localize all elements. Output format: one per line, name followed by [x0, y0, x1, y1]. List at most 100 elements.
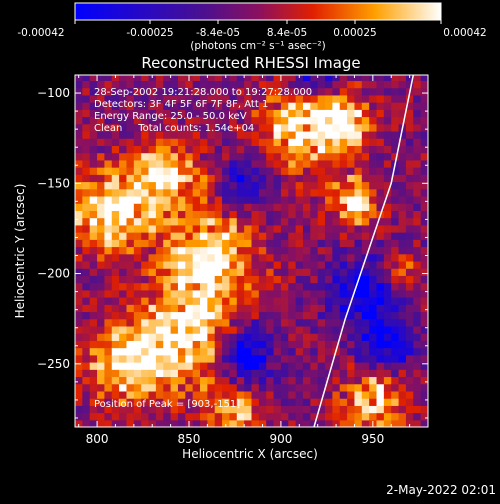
heatmap-cell — [347, 260, 356, 269]
heatmap-cell — [111, 109, 120, 118]
heatmap-cell — [200, 333, 208, 341]
heatmap-cell — [347, 412, 356, 421]
heatmap-cell — [89, 109, 98, 118]
heatmap-cell — [398, 268, 407, 276]
heatmap-cell — [214, 383, 223, 392]
heatmap-cell — [207, 347, 216, 356]
heatmap-cell — [376, 145, 385, 154]
heatmap-cell — [97, 268, 106, 276]
heatmap-cell — [376, 347, 385, 356]
heatmap-cell — [163, 390, 172, 399]
heatmap-cell — [251, 347, 260, 356]
heatmap-cell — [185, 145, 194, 154]
heatmap-cell — [214, 390, 223, 399]
heatmap-cell — [89, 123, 98, 132]
heatmap-cell — [244, 75, 253, 82]
heatmap-cell — [288, 369, 297, 378]
heatmap-cell — [89, 188, 98, 197]
heatmap-cell — [75, 398, 83, 406]
heatmap-cell — [391, 412, 400, 421]
heatmap-cell — [347, 145, 356, 154]
heatmap-cell — [119, 174, 128, 183]
heatmap-cell — [75, 275, 83, 284]
heatmap-cell — [273, 304, 282, 313]
heatmap-cell — [420, 340, 428, 349]
heatmap-cell — [104, 80, 113, 89]
heatmap-cell — [317, 362, 326, 370]
heatmap-cell — [236, 260, 245, 269]
heatmap-cell — [295, 304, 304, 313]
heatmap-cell — [222, 297, 231, 305]
heatmap-cell — [89, 246, 98, 255]
heatmap-cell — [111, 369, 120, 378]
heatmap-cell — [413, 405, 422, 414]
x-tick-label: 950 — [361, 432, 384, 446]
heatmap-cell — [148, 369, 157, 378]
annotation-clean: Clean Total counts: 1.54e+04 — [94, 123, 254, 134]
heatmap-cell — [251, 297, 260, 305]
heatmap-cell — [75, 123, 83, 132]
heatmap-cell — [222, 325, 231, 334]
heatmap-cell — [266, 188, 275, 197]
heatmap-cell — [141, 174, 150, 183]
heatmap-cell — [391, 181, 400, 190]
heatmap-cell — [200, 203, 208, 211]
heatmap-cell — [97, 159, 106, 168]
heatmap-cell — [302, 102, 311, 110]
heatmap-cell — [185, 412, 194, 421]
heatmap-cell — [126, 325, 135, 334]
heatmap-cell — [420, 75, 428, 82]
heatmap-cell — [104, 138, 113, 146]
heatmap-cell — [148, 304, 157, 313]
heatmap-cell — [295, 232, 304, 240]
heatmap-cell — [141, 217, 150, 226]
heatmap-cell — [82, 340, 91, 349]
heatmap-cell — [82, 383, 91, 392]
heatmap-cell — [141, 362, 150, 370]
heatmap-cell — [420, 217, 428, 226]
heatmap-cell — [376, 217, 385, 226]
heatmap-cell — [111, 318, 120, 327]
heatmap-cell — [302, 376, 311, 385]
heatmap-cell — [82, 354, 91, 363]
heatmap-cell — [339, 297, 348, 305]
heatmap-cell — [119, 188, 128, 197]
heatmap-cell — [141, 333, 150, 341]
heatmap-cell — [97, 419, 106, 427]
heatmap-cell — [339, 412, 348, 421]
heatmap-cell — [133, 80, 142, 89]
heatmap-cell — [325, 398, 333, 406]
footer-timestamp: 2-May-2022 02:01 — [386, 483, 496, 497]
heatmap-cell — [75, 232, 83, 240]
heatmap-cell — [369, 217, 378, 226]
heatmap-cell — [97, 282, 106, 291]
heatmap-cell — [354, 94, 363, 103]
heatmap-cell — [111, 188, 120, 197]
heatmap-cell — [97, 398, 106, 406]
heatmap-cell — [361, 369, 370, 378]
heatmap-cell — [229, 145, 238, 154]
heatmap-cell — [141, 210, 150, 219]
heatmap-cell — [82, 390, 91, 399]
heatmap-cell — [251, 116, 260, 125]
heatmap-cell — [325, 152, 333, 161]
heatmap-cell — [325, 275, 333, 284]
heatmap-cell — [273, 354, 282, 363]
heatmap-cell — [369, 109, 378, 118]
heatmap-cell — [185, 138, 194, 146]
heatmap-cell — [398, 102, 407, 110]
heatmap-cell — [361, 354, 370, 363]
heatmap-cell — [251, 123, 260, 132]
heatmap-cell — [288, 304, 297, 313]
heatmap-cell — [280, 94, 289, 103]
heatmap-cell — [192, 159, 201, 168]
heatmap-cell — [280, 167, 289, 175]
heatmap-cell — [177, 109, 186, 118]
heatmap-cell — [82, 203, 91, 211]
heatmap-cell — [420, 80, 428, 89]
heatmap-cell — [229, 195, 238, 204]
heatmap-cell — [420, 362, 428, 370]
heatmap-cell — [391, 289, 400, 298]
heatmap-cell — [192, 260, 201, 269]
heatmap-cell — [82, 398, 91, 406]
